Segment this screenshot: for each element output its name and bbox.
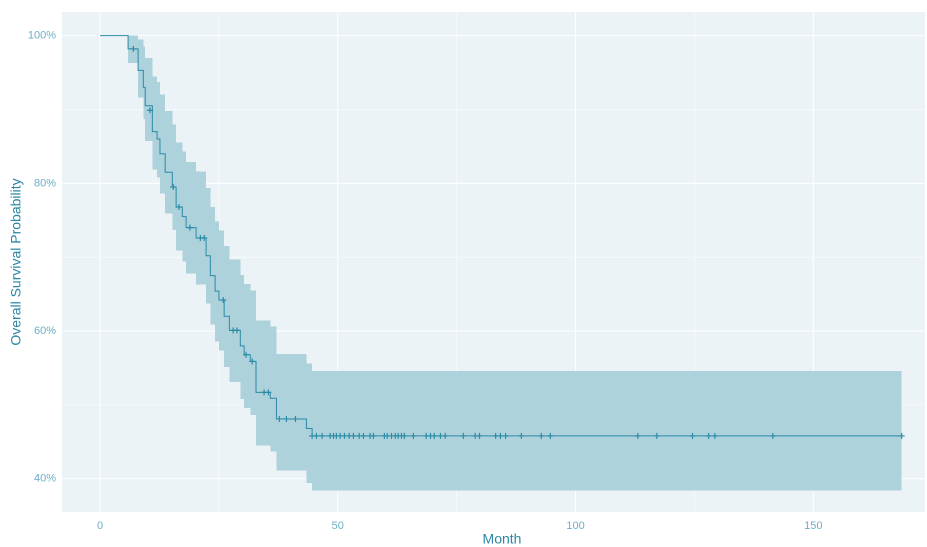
y-axis-title: Overall Survival Probability (8, 178, 24, 345)
confidence-band (182, 151, 187, 262)
confidence-band (276, 353, 307, 471)
censor-mark (220, 297, 227, 304)
confidence-band (138, 39, 144, 98)
censor-mark (243, 351, 250, 358)
confidence-band (157, 82, 160, 178)
confidence-band (176, 142, 183, 251)
censor-mark (634, 432, 641, 439)
censor-mark (769, 432, 776, 439)
confidence-band (186, 161, 197, 274)
plot-area (100, 35, 905, 491)
censor-mark (313, 432, 320, 439)
x-axis-title: Month (483, 531, 522, 547)
censor-mark (276, 415, 283, 422)
x-tick-label: 150 (804, 520, 822, 532)
censor-mark (233, 327, 240, 334)
confidence-band (143, 46, 146, 120)
censor-mark (170, 184, 177, 191)
confidence-band (306, 363, 313, 484)
censor-mark (319, 432, 326, 439)
confidence-band (206, 187, 211, 304)
censor-mark (705, 432, 712, 439)
confidence-band (250, 290, 256, 416)
censor-mark (898, 432, 905, 439)
censor-mark (265, 389, 272, 396)
confidence-band (172, 124, 177, 230)
censor-mark (292, 415, 299, 422)
censor-mark (497, 432, 504, 439)
censor-mark (201, 234, 208, 241)
censor-mark (283, 415, 290, 422)
y-tick-label: 40% (34, 473, 56, 485)
censor-mark (431, 432, 438, 439)
censor-mark (711, 432, 718, 439)
confidence-band (210, 206, 216, 325)
confidence-band (229, 259, 241, 383)
confidence-band (218, 230, 225, 351)
x-tick-label: 100 (566, 520, 584, 532)
y-tick-label: 80% (34, 177, 56, 189)
x-tick-label: 50 (332, 520, 344, 532)
censor-mark (518, 432, 525, 439)
confidence-band (240, 274, 245, 400)
y-tick-label: 100% (28, 30, 56, 42)
censor-mark (249, 358, 256, 365)
censor-mark (442, 432, 449, 439)
confidence-band (312, 370, 902, 491)
confidence-band (159, 94, 166, 194)
censor-mark (175, 203, 182, 210)
confidence-band (196, 171, 207, 285)
censor-mark (370, 432, 377, 439)
confidence-band (270, 326, 277, 452)
confidence-band (145, 57, 153, 142)
censor-mark (130, 45, 137, 52)
axes: 0 50 100 150 40% 60% 80% 100% (28, 30, 823, 532)
censor-mark (410, 432, 417, 439)
x-tick-label: 0 (97, 520, 103, 532)
y-tick-label: 60% (34, 325, 56, 337)
censor-mark (401, 432, 408, 439)
censor-mark (350, 432, 357, 439)
confidence-band (152, 76, 158, 170)
censor-mark (460, 432, 467, 439)
censor-mark (502, 432, 509, 439)
censor-mark (186, 224, 193, 231)
confidence-band (215, 221, 219, 342)
confidence-band (224, 246, 230, 368)
confidence-band (165, 110, 173, 214)
confidence-band (255, 320, 271, 446)
censor-mark (476, 432, 483, 439)
confidence-band (244, 283, 251, 408)
censor-mark (146, 107, 153, 114)
censor-mark (653, 432, 660, 439)
censor-mark (538, 432, 545, 439)
censor-mark (360, 432, 367, 439)
censor-mark (547, 432, 554, 439)
censor-mark (689, 432, 696, 439)
